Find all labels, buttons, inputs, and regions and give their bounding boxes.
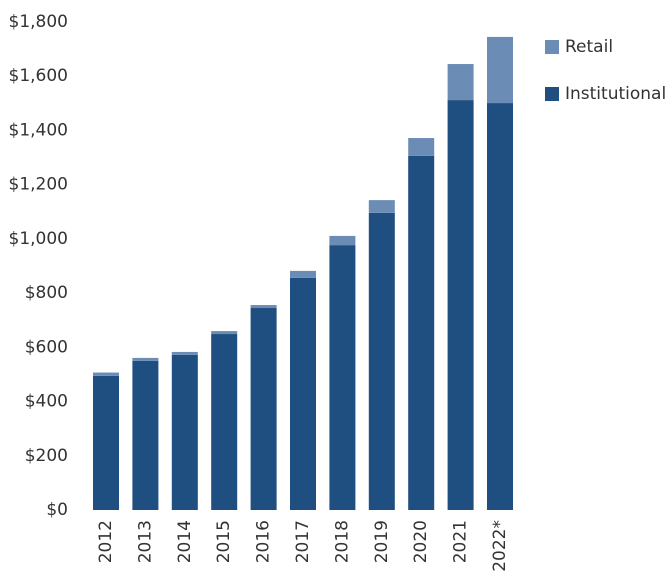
y-tick-label: $600 — [25, 337, 68, 357]
bar-segment — [171, 354, 198, 510]
bar-segment — [368, 200, 395, 213]
bar-segment — [368, 212, 395, 510]
y-tick-label: $1,000 — [9, 229, 68, 249]
bar-segment — [329, 245, 356, 510]
y-tick-label: $1,600 — [9, 66, 68, 86]
bar-segment — [486, 36, 514, 104]
bar-segment — [329, 235, 356, 246]
bar-segment — [132, 357, 159, 361]
bar-segment — [447, 64, 474, 101]
bar-segment — [92, 372, 120, 376]
y-tick-label: $1,800 — [9, 12, 68, 32]
legend-swatch — [545, 87, 559, 101]
bar-segment — [211, 334, 238, 510]
y-tick-label: $200 — [25, 446, 68, 466]
x-tick-label: 2019 — [372, 520, 392, 563]
x-tick-label: 2017 — [293, 520, 313, 563]
bar-segment — [408, 138, 435, 156]
x-tick-label: 2013 — [135, 520, 155, 563]
x-tick-label: 2014 — [175, 520, 195, 563]
x-tick-label: 2015 — [214, 520, 234, 563]
bar-segment — [289, 270, 317, 278]
x-tick-label: 2012 — [96, 520, 116, 563]
bar-segment — [486, 103, 514, 510]
legend-swatch — [545, 40, 559, 54]
bar-segment — [92, 375, 120, 510]
x-tick-label: 2021 — [451, 520, 471, 563]
bar-segment — [447, 100, 474, 510]
x-tick-label: 2022* — [490, 520, 510, 572]
y-tick-label: $0 — [46, 500, 68, 520]
y-tick-label: $1,400 — [9, 120, 68, 140]
y-tick-label: $400 — [25, 392, 68, 412]
y-tick-label: $800 — [25, 283, 68, 303]
y-tick-label: $1,200 — [9, 175, 68, 195]
bar-segment — [289, 277, 317, 510]
bar-segment — [250, 305, 277, 309]
bar-segment — [250, 308, 277, 510]
bar-segment — [408, 155, 435, 510]
bar-segment — [171, 351, 198, 355]
legend-label: Retail — [565, 37, 613, 57]
x-tick-label: 2018 — [332, 520, 352, 563]
legend-label: Institutional — [565, 84, 666, 104]
x-tick-label: 2020 — [411, 520, 431, 563]
bar-segment — [132, 360, 159, 510]
x-tick-label: 2016 — [254, 520, 274, 563]
bar-segment — [211, 331, 238, 335]
